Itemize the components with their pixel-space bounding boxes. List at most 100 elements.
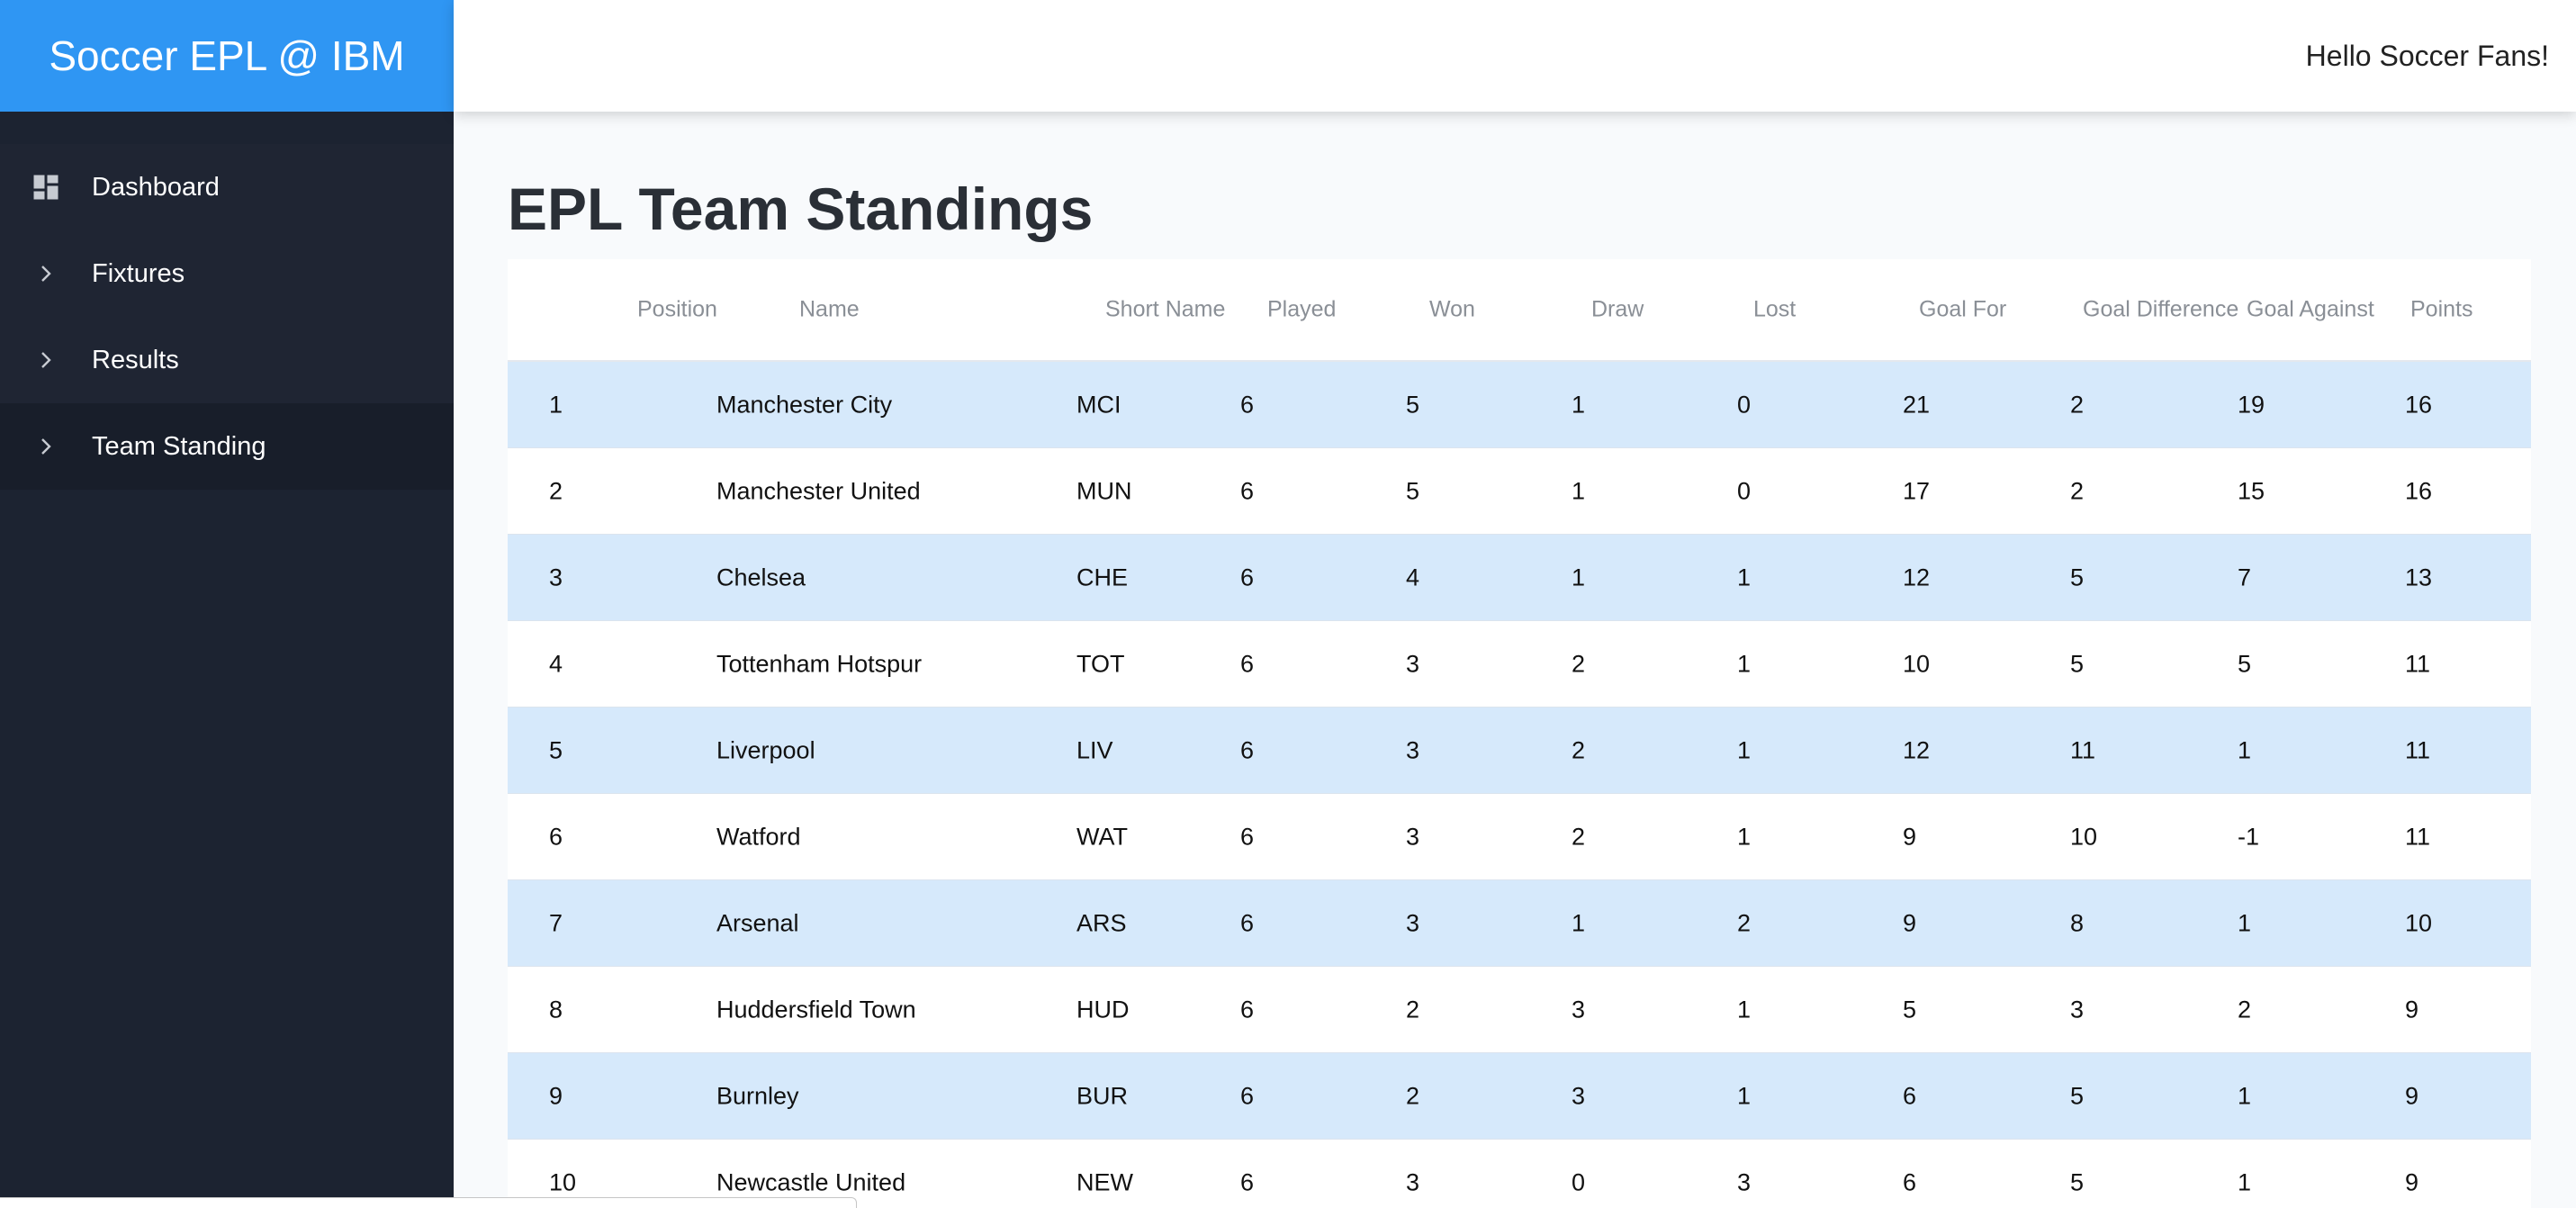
cell-position: 9 [549,1082,563,1109]
column-header-position[interactable]: Position [637,296,717,322]
cell-goal-for: 6 [1903,1082,1917,1109]
cell-goal-difference: 8 [2070,909,2085,936]
cell-position: 7 [549,909,563,936]
cell-points: 11 [2405,650,2431,677]
cell-goal-for: 5 [1903,996,1917,1023]
cell-goal-difference: 5 [2070,563,2085,590]
cell-goal-against: 1 [2238,736,2252,763]
cell-goal-for: 9 [1903,823,1917,850]
cell-position: 1 [549,391,563,418]
cell-lost: 1 [1737,563,1752,590]
cell-lost: 1 [1737,996,1752,1023]
column-header-short-name[interactable]: Short Name [1105,296,1226,322]
cell-points: 9 [2405,1082,2419,1109]
cell-name: Tottenham Hotspur [716,650,923,677]
cell-draw: 0 [1572,1168,1586,1195]
cell-played: 6 [1240,996,1255,1023]
column-header-goal-difference[interactable]: Goal Difference [2083,296,2239,322]
cell-won: 2 [1406,996,1420,1023]
sidebar-item-label: Team Standing [92,431,266,461]
column-header-draw[interactable]: Draw [1591,296,1644,322]
cell-name: Liverpool [716,736,815,763]
cell-points: 10 [2405,909,2433,936]
cell-short-name: CHE [1076,563,1129,590]
table-row[interactable]: 1 Manchester City MCI 6 5 1 0 21 2 19 16 [508,362,2531,448]
table-row[interactable]: 4 Tottenham Hotspur TOT 6 3 2 1 10 5 5 11 [508,621,2531,708]
brand-title[interactable]: Soccer EPL @ IBM [0,0,454,112]
cell-played: 6 [1240,563,1255,590]
cell-short-name: TOT [1076,650,1125,677]
cell-lost: 1 [1737,823,1752,850]
column-header-points[interactable]: Points [2410,296,2473,322]
column-header-goal-against[interactable]: Goal Against [2247,296,2374,322]
table-body: 1 Manchester City MCI 6 5 1 0 21 2 19 16 2 Mancheste… [508,362,2531,1208]
cell-draw: 1 [1572,391,1586,418]
cell-goal-against: -1 [2238,823,2260,850]
cell-goal-difference: 10 [2070,823,2098,850]
cell-position: 8 [549,996,563,1023]
table-row[interactable]: 8 Huddersfield Town HUD 6 2 3 1 5 3 2 9 [508,967,2531,1053]
sidebar-item-dashboard[interactable]: Dashboard [0,144,454,230]
cell-position: 6 [549,823,563,850]
cell-played: 6 [1240,909,1255,936]
column-header-name[interactable]: Name [799,296,860,322]
cell-draw: 3 [1572,996,1586,1023]
cell-short-name: NEW [1076,1168,1133,1195]
cell-name: Manchester United [716,477,921,504]
cell-points: 11 [2405,823,2431,850]
cell-won: 3 [1406,1168,1420,1195]
cell-position: 4 [549,650,563,677]
cell-won: 2 [1406,1082,1420,1109]
cell-short-name: ARS [1076,909,1127,936]
cell-draw: 2 [1572,736,1586,763]
cell-position: 2 [549,477,563,504]
cell-played: 6 [1240,1082,1255,1109]
cell-goal-for: 9 [1903,909,1917,936]
sidebar-item-team-standing[interactable]: Team Standing [0,403,454,490]
table-row[interactable]: 3 Chelsea CHE 6 4 1 1 12 5 7 13 [508,535,2531,621]
dashboard-icon [0,171,92,203]
cell-goal-against: 2 [2238,996,2252,1023]
cell-points: 16 [2405,391,2433,418]
cell-draw: 2 [1572,650,1586,677]
sidebar-item-fixtures[interactable]: Fixtures [0,230,454,317]
browser-status-bar [0,1197,857,1208]
cell-lost: 0 [1737,477,1752,504]
cell-won: 3 [1406,650,1420,677]
table-row[interactable]: 6 Watford WAT 6 3 2 1 9 10 -1 11 [508,794,2531,880]
cell-goal-difference: 3 [2070,996,2085,1023]
cell-name: Newcastle United [716,1168,906,1195]
sidebar-item-label: Dashboard [92,172,220,202]
sidebar-nav: Dashboard Fixtures Results Team Standing [0,112,454,490]
sidebar-item-results[interactable]: Results [0,317,454,403]
cell-goal-against: 5 [2238,650,2252,677]
sidebar: Soccer EPL @ IBM Dashboard Fixtures Resu… [0,0,454,1208]
cell-goal-against: 19 [2238,391,2265,418]
cell-won: 5 [1406,477,1420,504]
cell-played: 6 [1240,736,1255,763]
cell-won: 5 [1406,391,1420,418]
cell-name: Manchester City [716,391,893,418]
cell-points: 11 [2405,736,2431,763]
table-row[interactable]: 5 Liverpool LIV 6 3 2 1 12 11 1 11 [508,708,2531,794]
table-row[interactable]: 10 Newcastle United NEW 6 3 0 3 6 5 1 9 [508,1140,2531,1208]
cell-lost: 1 [1737,736,1752,763]
column-header-won[interactable]: Won [1429,296,1475,322]
cell-played: 6 [1240,823,1255,850]
column-header-lost[interactable]: Lost [1753,296,1797,322]
cell-draw: 1 [1572,909,1586,936]
column-header-played[interactable]: Played [1267,296,1337,322]
cell-short-name: WAT [1076,823,1128,850]
cell-goal-difference: 2 [2070,477,2085,504]
cell-goal-difference: 11 [2070,736,2096,763]
table-row[interactable]: 2 Manchester United MUN 6 5 1 0 17 2 15 16 [508,448,2531,535]
table-row[interactable]: 7 Arsenal ARS 6 3 1 2 9 8 1 10 [508,880,2531,967]
cell-goal-against: 7 [2238,563,2252,590]
cell-draw: 1 [1572,477,1586,504]
chevron-right-icon [0,436,92,457]
column-header-goal-for[interactable]: Goal For [1919,296,2007,322]
cell-short-name: BUR [1076,1082,1129,1109]
sidebar-item-label: Fixtures [92,258,185,288]
table-row[interactable]: 9 Burnley BUR 6 2 3 1 6 5 1 9 [508,1053,2531,1140]
chevron-right-icon [0,263,92,284]
